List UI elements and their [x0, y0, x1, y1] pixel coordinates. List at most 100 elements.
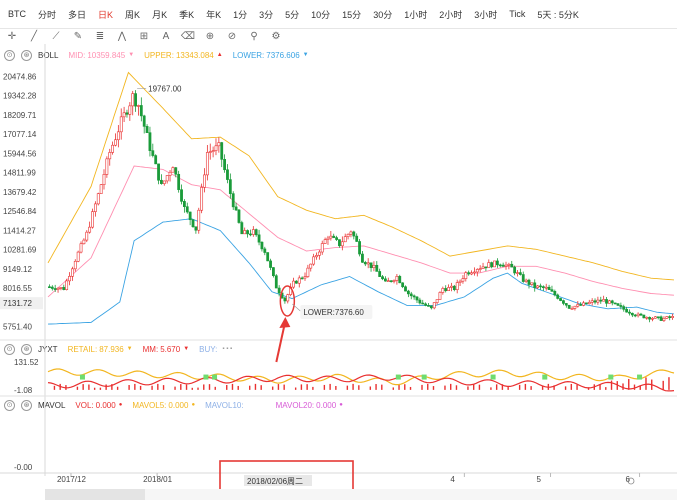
candle[interactable]	[524, 279, 528, 282]
candle[interactable]	[412, 295, 416, 298]
candle[interactable]	[352, 231, 356, 237]
candle[interactable]	[205, 152, 209, 176]
measure-icon[interactable]: ⊞	[139, 30, 149, 42]
candle[interactable]	[562, 300, 565, 304]
candle[interactable]	[547, 286, 551, 290]
candle[interactable]	[628, 311, 631, 314]
candle[interactable]	[498, 264, 502, 267]
period-tab[interactable]: 10分	[311, 9, 331, 20]
candle[interactable]	[458, 280, 462, 283]
eraser-icon[interactable]: ⌫	[180, 30, 196, 42]
period-tab[interactable]: 年K	[206, 9, 222, 20]
collapse-icon[interactable]: ⊙	[4, 343, 15, 355]
pencil-icon[interactable]: ✎	[73, 30, 83, 42]
symbol-label[interactable]: BTC	[8, 9, 26, 19]
boll-upper-chevron-icon[interactable]: ▲	[216, 52, 223, 58]
pattern-icon[interactable]: ⋀	[117, 30, 127, 42]
candle[interactable]	[174, 167, 178, 175]
candle[interactable]	[303, 276, 307, 279]
candle[interactable]	[191, 219, 195, 228]
candle[interactable]	[91, 211, 94, 228]
candle[interactable]	[533, 282, 537, 288]
candle[interactable]	[418, 299, 422, 304]
candle[interactable]	[335, 237, 338, 240]
candle[interactable]	[277, 287, 281, 294]
candle[interactable]	[312, 256, 316, 265]
candle[interactable]	[243, 230, 247, 235]
candle[interactable]	[142, 115, 146, 127]
candle[interactable]	[521, 274, 525, 282]
candle[interactable]	[185, 206, 189, 213]
scroll-indicator-icon[interactable]	[627, 477, 635, 485]
candle[interactable]	[180, 189, 183, 202]
candle[interactable]	[188, 211, 192, 221]
candle[interactable]	[355, 235, 359, 242]
candle[interactable]	[651, 317, 654, 320]
candle[interactable]	[656, 316, 660, 319]
candle[interactable]	[570, 308, 574, 310]
candle[interactable]	[556, 294, 560, 299]
candle[interactable]	[73, 260, 77, 270]
candle[interactable]	[668, 316, 672, 318]
candle[interactable]	[329, 235, 333, 239]
period-tab[interactable]: 月K	[152, 9, 168, 20]
settings-icon[interactable]: ⚙	[271, 30, 281, 42]
candle[interactable]	[151, 150, 155, 156]
candle[interactable]	[389, 280, 393, 282]
lock-icon[interactable]: ⊕	[205, 30, 215, 42]
period-tab[interactable]: 分时	[38, 9, 57, 20]
candle[interactable]	[79, 243, 83, 253]
candle[interactable]	[234, 206, 238, 211]
candle[interactable]	[346, 233, 350, 237]
candle[interactable]	[384, 278, 387, 282]
candle[interactable]	[297, 277, 301, 284]
candle[interactable]	[366, 262, 370, 265]
candle[interactable]	[639, 313, 643, 316]
period-tab[interactable]: 周K	[125, 9, 141, 20]
candle[interactable]	[587, 301, 591, 305]
candle[interactable]	[610, 300, 614, 304]
candle[interactable]	[88, 226, 92, 233]
candle[interactable]	[582, 302, 585, 306]
candle[interactable]	[648, 316, 651, 320]
candle[interactable]	[343, 236, 347, 243]
candle[interactable]	[338, 239, 341, 247]
candle[interactable]	[197, 209, 201, 231]
candle[interactable]	[455, 282, 459, 290]
candle[interactable]	[553, 291, 557, 296]
candle[interactable]	[272, 267, 275, 277]
candle[interactable]	[82, 239, 86, 245]
candle[interactable]	[630, 312, 634, 316]
candle[interactable]	[490, 262, 494, 268]
candle[interactable]	[622, 306, 626, 310]
candle[interactable]	[68, 276, 71, 282]
candle[interactable]	[671, 316, 674, 318]
candle[interactable]	[467, 272, 471, 275]
period-tab[interactable]: 季K	[179, 9, 195, 20]
period-tab[interactable]: 5分	[285, 9, 300, 20]
candle[interactable]	[386, 280, 390, 282]
candle[interactable]	[541, 286, 545, 288]
jyxt-mm-chevron-icon[interactable]: ▼	[183, 346, 190, 352]
candle[interactable]	[375, 264, 379, 272]
boll-lower-chevron-icon[interactable]: ▼	[302, 52, 309, 58]
candle[interactable]	[300, 277, 304, 280]
magnet-icon[interactable]: ⚲	[250, 30, 258, 42]
hide-icon[interactable]: ⊘	[227, 30, 237, 42]
crosshair-icon[interactable]: ✛	[7, 30, 17, 42]
candle[interactable]	[194, 226, 198, 231]
candle[interactable]	[116, 131, 120, 141]
candle[interactable]	[246, 230, 249, 235]
candle[interactable]	[93, 203, 97, 212]
period-tab[interactable]: 3分	[259, 9, 274, 20]
candle[interactable]	[398, 276, 402, 284]
candle[interactable]	[625, 309, 629, 313]
candle[interactable]	[369, 262, 373, 269]
candle[interactable]	[613, 302, 617, 305]
candle[interactable]	[102, 174, 106, 185]
candle[interactable]	[645, 316, 649, 319]
candle[interactable]	[452, 285, 456, 290]
candle[interactable]	[392, 280, 396, 282]
jyxt-more-icon[interactable]: ▪ ▪ ▪	[222, 346, 233, 352]
